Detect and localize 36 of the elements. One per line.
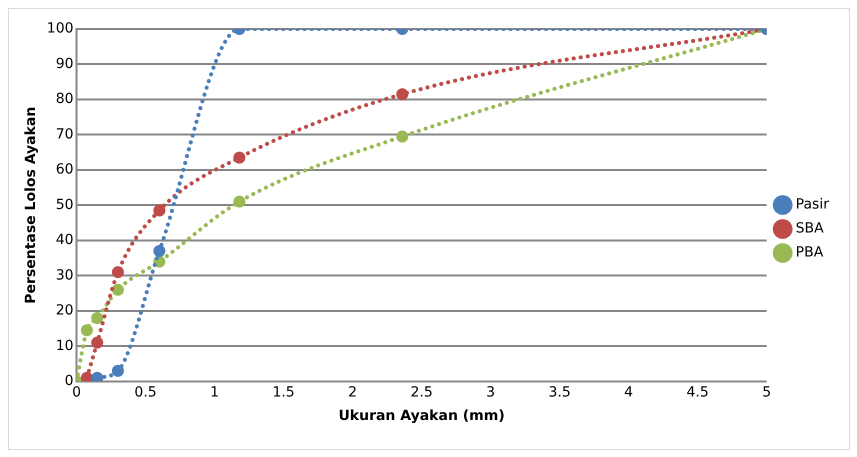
x-tick-label: 2 — [348, 384, 358, 400]
legend-label: SBA — [796, 220, 824, 237]
x-tick-label: 3 — [486, 384, 496, 400]
x-axis-title: Ukuran Ayakan (mm) — [338, 408, 505, 424]
x-tick-label: 0.5 — [134, 384, 157, 400]
legend-label: PBA — [796, 244, 824, 261]
x-tick-label: 1 — [210, 384, 220, 400]
y-tick-label: 70 — [56, 126, 74, 142]
y-tick-label: 50 — [56, 196, 74, 213]
point — [112, 284, 124, 296]
y-tick-label: 20 — [56, 302, 74, 319]
y-tick-label: 60 — [56, 162, 74, 178]
point — [153, 204, 166, 216]
point — [233, 152, 246, 164]
y-tick-label: 10 — [56, 338, 74, 354]
point — [233, 196, 246, 208]
point — [91, 312, 104, 324]
point — [91, 336, 104, 349]
y-tick-label: 0 — [64, 373, 74, 390]
legend-label: Pasir — [796, 196, 830, 213]
x-tick-label: 4.5 — [686, 384, 709, 400]
x-tick-label: 2.5 — [410, 384, 433, 400]
y-tick-label: 90 — [56, 56, 74, 72]
point — [112, 364, 124, 377]
y-tick-label: 80 — [56, 91, 74, 108]
y-axis-title: Persentase Lolos Ayakan — [23, 106, 40, 304]
point — [112, 266, 124, 278]
x-tick-label: 5 — [762, 384, 772, 400]
point — [80, 324, 93, 336]
y-tick-label: 40 — [56, 232, 74, 248]
x-tick-label: 1.5 — [272, 384, 295, 400]
x-tick-label: 3.5 — [548, 384, 571, 400]
point — [153, 245, 166, 258]
y-tick-label: 30 — [56, 267, 74, 284]
x-tick-label: 4 — [624, 384, 634, 400]
y-tick-label: 100 — [46, 20, 74, 37]
